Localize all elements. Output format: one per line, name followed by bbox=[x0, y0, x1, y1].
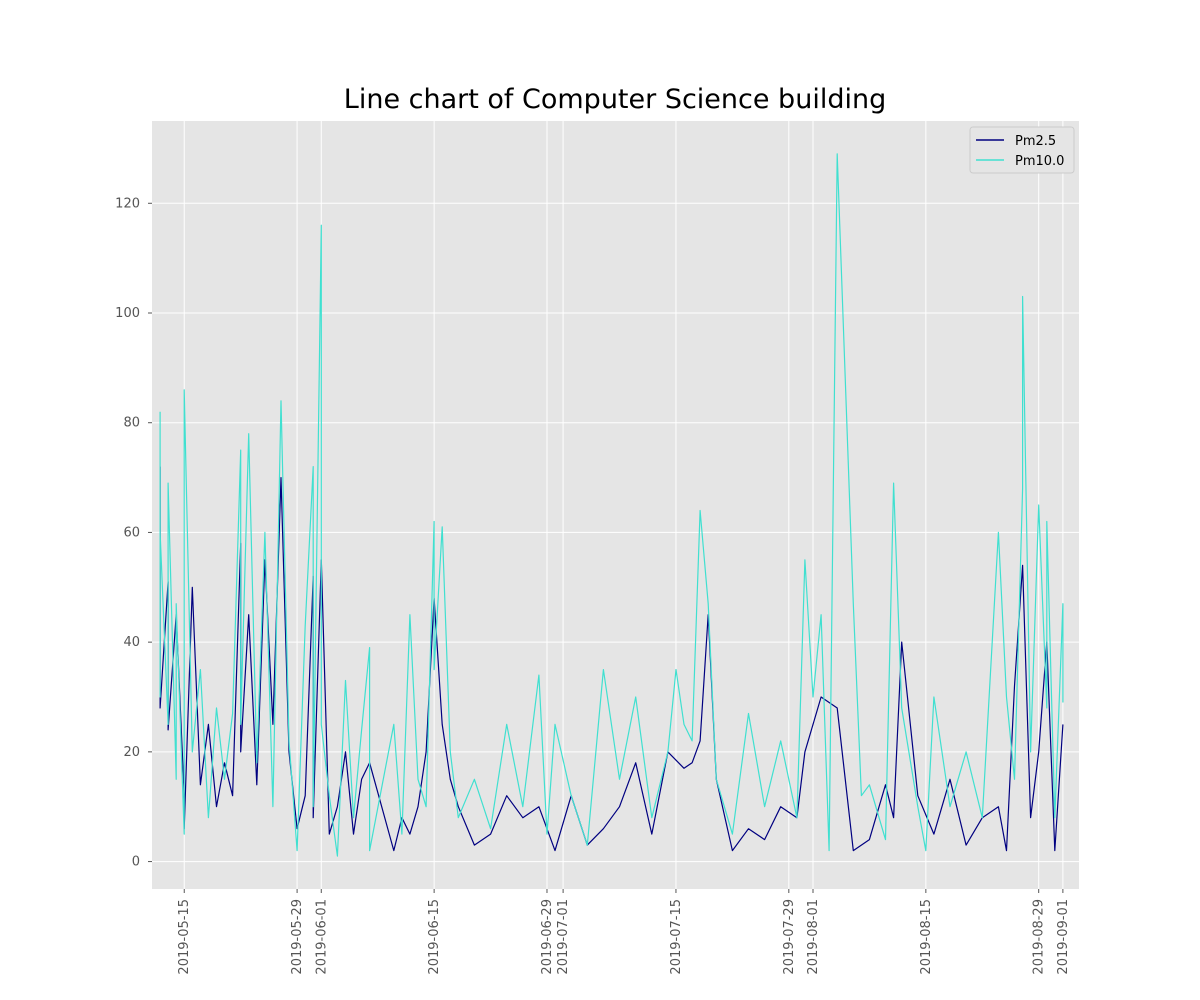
y-axis: 0 20 40 60 80 100 120 bbox=[115, 196, 152, 870]
x-tick-label: 2019-07-01 bbox=[556, 899, 571, 975]
x-tick-label: 2019-07-15 bbox=[669, 899, 684, 975]
y-tick-label: 100 bbox=[115, 306, 140, 321]
x-tick-label: 2019-08-29 bbox=[1032, 899, 1047, 975]
legend: Pm2.5 Pm10.0 bbox=[969, 126, 1075, 174]
y-tick-label: 60 bbox=[123, 525, 140, 540]
y-tick-label: 120 bbox=[115, 196, 140, 211]
y-tick-label: 20 bbox=[123, 745, 140, 760]
series-layer bbox=[159, 153, 1064, 857]
x-axis: 2019-05-15 2019-05-29 2019-06-01 2019-06-15… bbox=[177, 889, 1071, 975]
x-tick-label: 2019-05-29 bbox=[290, 899, 305, 975]
x-tick-label: 2019-08-15 bbox=[919, 899, 934, 975]
legend-label: Pm2.5 bbox=[1015, 134, 1056, 149]
legend-label: Pm10.0 bbox=[1015, 154, 1064, 169]
x-tick-label: 2019-07-29 bbox=[782, 899, 797, 975]
x-tick-label: 2019-08-01 bbox=[806, 899, 821, 975]
y-tick-label: 40 bbox=[123, 635, 140, 650]
legend-box bbox=[969, 126, 1075, 174]
x-tick-label: 2019-06-15 bbox=[427, 899, 442, 975]
x-tick-label: 2019-09-01 bbox=[1056, 899, 1071, 975]
chart-title: Line chart of Computer Science building bbox=[343, 84, 887, 115]
y-tick-label: 0 bbox=[132, 855, 140, 870]
x-tick-label: 2019-06-01 bbox=[314, 899, 329, 975]
x-tick-label: 2019-05-15 bbox=[177, 899, 192, 975]
series-line-pm10 bbox=[159, 153, 1064, 857]
x-tick-label: 2019-06-29 bbox=[540, 899, 555, 975]
y-tick-label: 80 bbox=[123, 416, 140, 431]
